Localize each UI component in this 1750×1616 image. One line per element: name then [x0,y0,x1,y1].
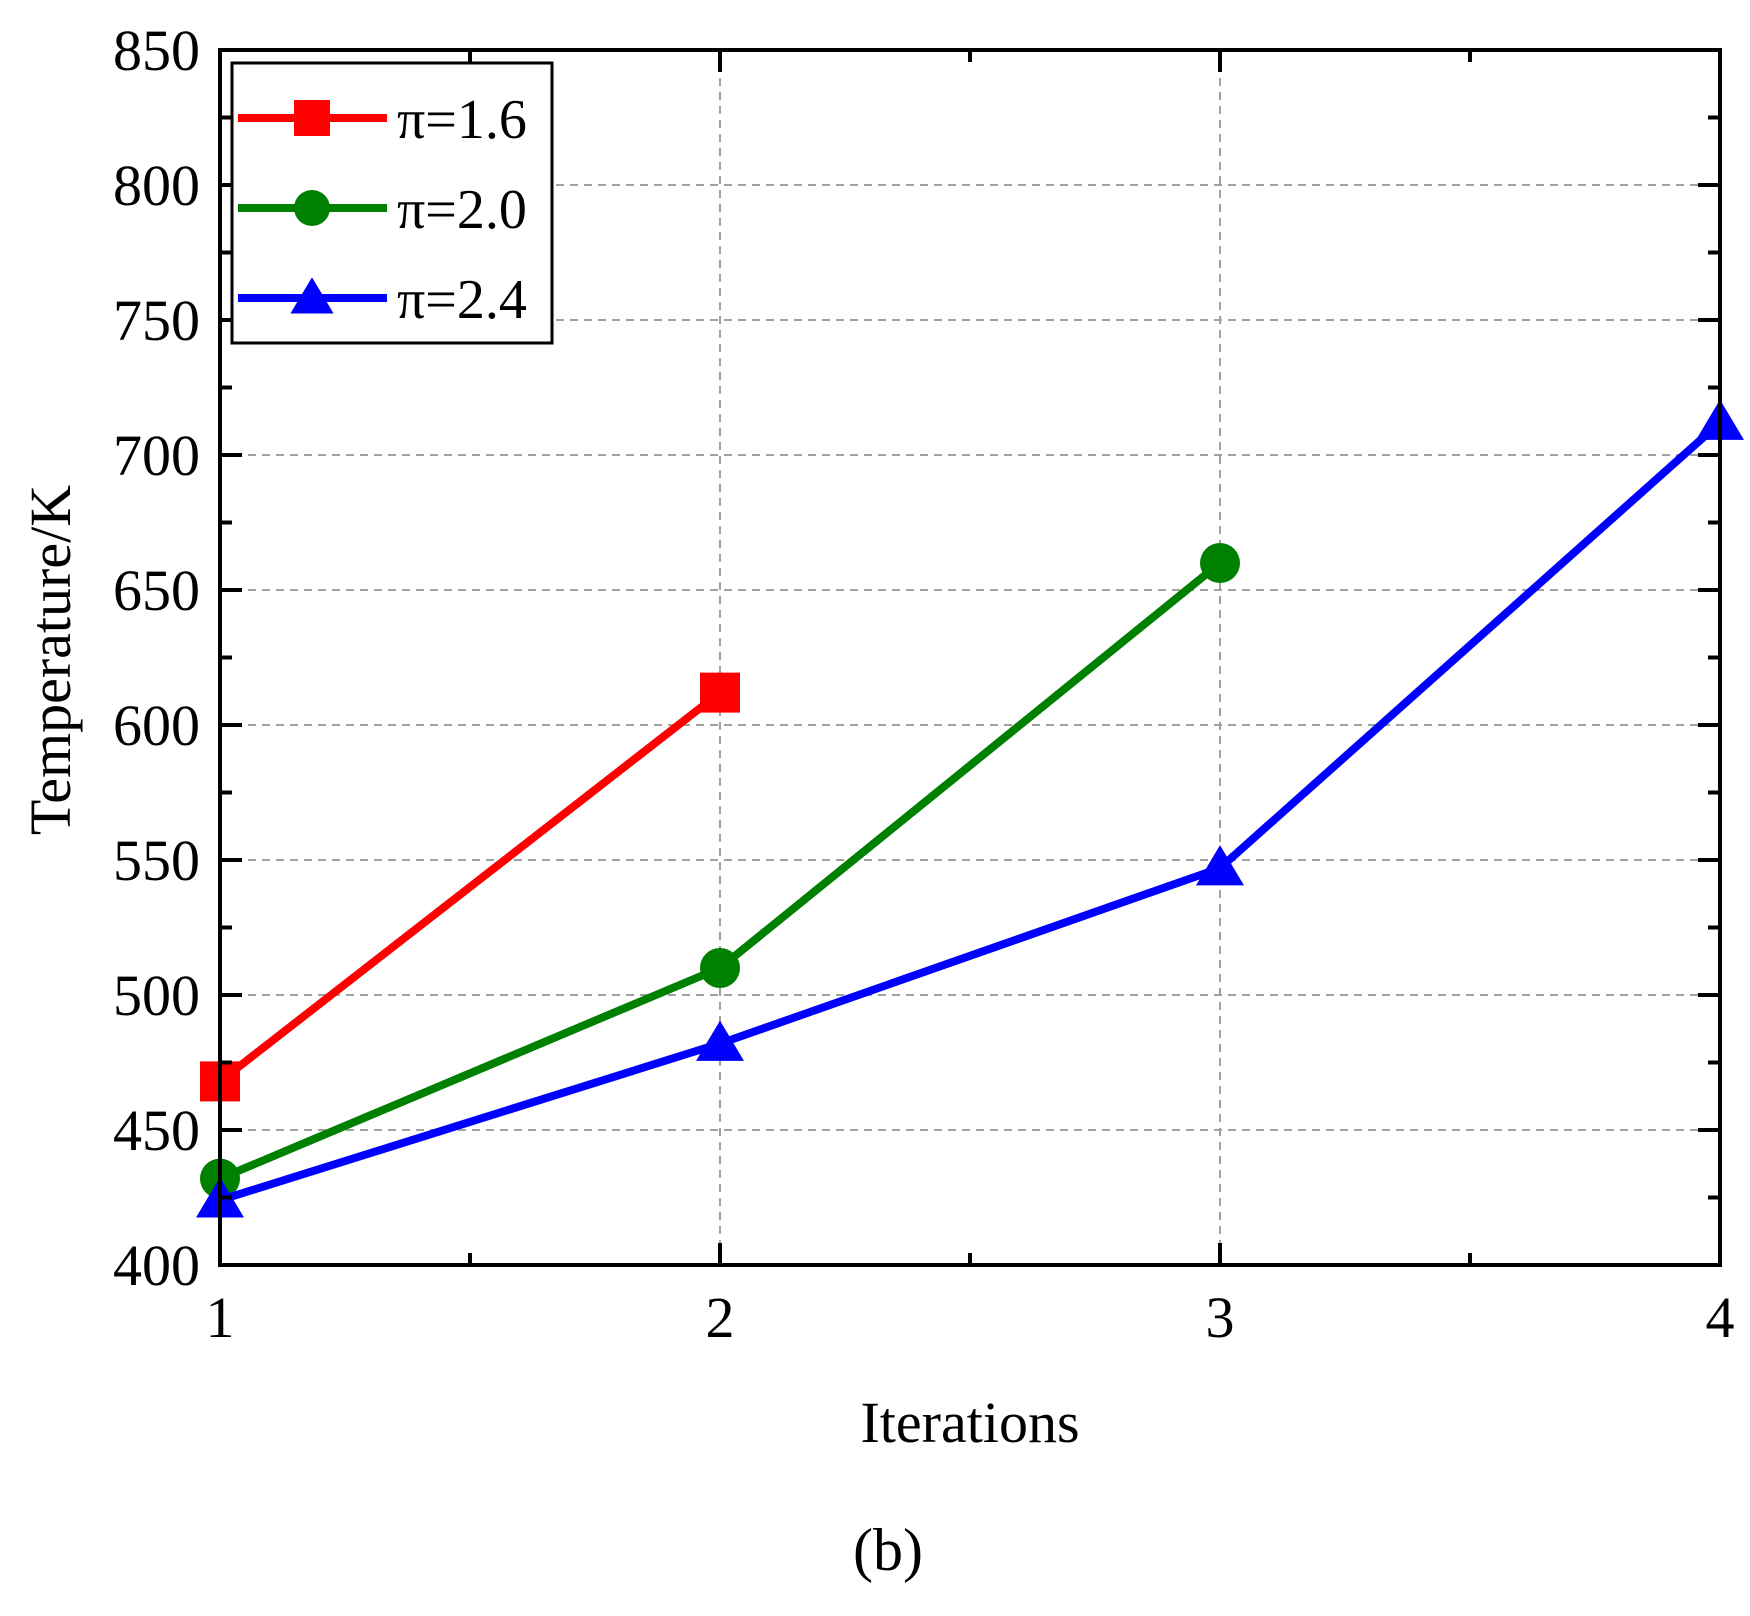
x-tick-label: 4 [1706,1285,1735,1350]
x-axis-title: Iterations [860,1390,1079,1455]
series-layer [196,399,1744,1218]
y-axis-title: Temperature/K [18,485,83,835]
series-line-3 [218,419,1723,1205]
data-point [700,672,740,713]
x-tick-label: 3 [1206,1285,1235,1350]
legend-marker [294,100,330,136]
legend-label: π=2.4 [397,269,527,331]
grid-layer [220,50,1720,1265]
y-tick-label: 600 [113,693,200,758]
legend-marker [294,190,330,226]
x-tick-label: 2 [706,1285,735,1350]
y-tick-label: 800 [113,153,200,218]
legend: π=1.6 π=2.0 π=2.4 [230,61,554,345]
x-tick-label: 1 [206,1285,235,1350]
legend-label: π=2.0 [397,179,527,241]
axes-layer: 400 450 500 550 600 650 700 750 800 850 1 2 3 4 [113,18,1735,1350]
legend-label: π=1.6 [397,89,527,151]
data-point [1200,543,1240,583]
y-tick-label: 700 [113,423,200,488]
y-tick-label: 400 [113,1233,200,1298]
y-tick-label: 450 [113,1098,200,1163]
y-tick-label: 750 [113,288,200,353]
y-tick-label: 650 [113,558,200,623]
data-point [1196,845,1244,886]
y-tick-label: 500 [113,963,200,1028]
y-tick-label: 550 [113,828,200,893]
series-line-1 [217,689,723,1085]
panel-label: (b) [853,1517,923,1583]
y-tick-label: 850 [113,18,200,83]
legend-marker [290,277,334,314]
data-point [696,1020,744,1061]
data-point [700,948,740,988]
